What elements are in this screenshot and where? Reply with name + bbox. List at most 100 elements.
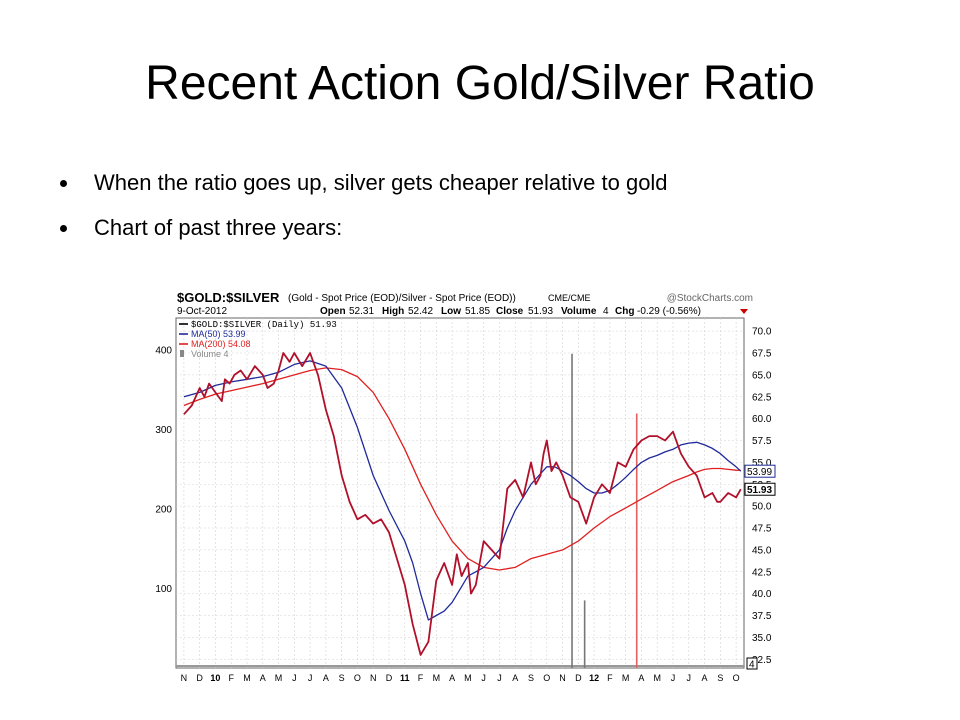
y-tick-label: 67.5: [752, 349, 772, 360]
down-triangle-icon: [740, 309, 748, 314]
close-value: 51.93: [528, 306, 553, 317]
volume-panel: [176, 353, 744, 668]
x-tick-label: F: [228, 673, 234, 683]
x-tick-label: O: [543, 673, 550, 683]
low-label: Low: [441, 306, 461, 317]
y-tick-label: 62.5: [752, 392, 772, 403]
y-tick-label: 35.0: [752, 633, 772, 644]
series-line: [183, 367, 741, 571]
series-line: [183, 360, 742, 621]
chg-label: Chg: [615, 306, 634, 317]
bullet-list: When the ratio goes up, silver gets chea…: [60, 170, 668, 260]
chart-header: $GOLD:$SILVER (Gold - Spot Price (EOD)/S…: [177, 290, 753, 317]
legend-label: MA(200) 54.08: [191, 339, 251, 349]
high-label: High: [382, 306, 404, 317]
chart-date: 9-Oct-2012: [177, 306, 227, 317]
x-tick-label: A: [512, 673, 518, 683]
y-tick-label: 65.0: [752, 370, 772, 381]
y-tick-label: 60.0: [752, 414, 772, 425]
chart-title: $GOLD:$SILVER: [177, 290, 280, 305]
series-lines: [183, 352, 742, 656]
chg-value: -0.29 (-0.56%): [637, 306, 701, 317]
volume-tick-label: 300: [155, 425, 172, 436]
x-tick-label: J: [687, 673, 692, 683]
x-tick-label: M: [243, 673, 251, 683]
bullet-text: When the ratio goes up, silver gets chea…: [94, 170, 668, 195]
bullet-item: When the ratio goes up, silver gets chea…: [60, 170, 668, 196]
x-tick-label: A: [702, 673, 708, 683]
y-tick-label: 40.0: [752, 589, 772, 600]
x-tick-label: F: [607, 673, 613, 683]
grid-lines: [176, 318, 744, 668]
y-tick-label: 57.5: [752, 436, 772, 447]
volume-label: Volume: [561, 306, 597, 317]
x-tick-label: J: [292, 673, 297, 683]
y-tick-label: 55.0: [752, 458, 772, 469]
plot-frame: [175, 317, 745, 669]
high-value: 52.42: [408, 306, 433, 317]
y-tick-label: 70.0: [752, 327, 772, 338]
x-tick-label: M: [275, 673, 283, 683]
x-tick-label: N: [370, 673, 377, 683]
price-tag-label: 51.93: [747, 485, 772, 496]
bullet-dot-icon: [60, 180, 67, 187]
y-tick-label: 37.5: [752, 611, 772, 622]
volume-axis: 400 300 200 100: [155, 345, 172, 595]
price-tags: 53.99 51.93 4: [744, 464, 776, 671]
slide-title: Recent Action Gold/Silver Ratio: [145, 57, 815, 110]
x-tick-label: A: [449, 673, 455, 683]
ratio-chart: $GOLD:$SILVER (Gold - Spot Price (EOD)/S…: [150, 287, 790, 687]
x-tick-label: J: [481, 673, 486, 683]
y-tick-label: 47.5: [752, 524, 772, 535]
x-tick-label: D: [386, 673, 393, 683]
x-tick-label: N: [181, 673, 188, 683]
x-tick-label: J: [308, 673, 313, 683]
x-tick-label: M: [433, 673, 441, 683]
price-tag-box: [744, 464, 776, 478]
close-label: Close: [496, 306, 524, 317]
legend-label: $GOLD:$SILVER (Daily) 51.93: [191, 320, 337, 330]
chart-exchange: CME/CME: [548, 293, 591, 303]
y-tick-label: 45.0: [752, 545, 772, 556]
x-tick-label: S: [528, 673, 534, 683]
low-value: 51.85: [465, 306, 490, 317]
x-tick-label: M: [464, 673, 472, 683]
x-tick-label: M: [653, 673, 661, 683]
x-tick-label: M: [622, 673, 630, 683]
x-tick-label: 10: [210, 673, 220, 683]
chart-subtitle: (Gold - Spot Price (EOD)/Silver - Spot P…: [288, 293, 516, 304]
legend-label: MA(50) 53.99: [191, 329, 246, 339]
chart-background: [150, 287, 790, 687]
x-tick-label: O: [354, 673, 361, 683]
volume-tag-box: [746, 657, 758, 670]
y-tick-label: 42.5: [752, 567, 772, 578]
bullet-dot-icon: [60, 225, 67, 232]
x-tick-label: J: [497, 673, 502, 683]
price-tag-box: [744, 482, 776, 496]
bullet-item: Chart of past three years:: [60, 215, 668, 241]
x-tick-label: J: [671, 673, 676, 683]
volume-tick-label: 100: [155, 584, 172, 595]
x-tick-label: S: [717, 673, 723, 683]
price-tag-label: 53.99: [747, 467, 772, 478]
x-tick-label: D: [575, 673, 582, 683]
x-tick-label: N: [559, 673, 566, 683]
series-line: [183, 352, 742, 656]
volume-tick-label: 400: [155, 345, 172, 356]
x-tick-label: A: [638, 673, 644, 683]
legend-swatch: [180, 350, 184, 357]
volume-tick-label: 200: [155, 504, 172, 515]
x-tick-label: D: [196, 673, 203, 683]
x-tick-label: A: [260, 673, 266, 683]
x-tick-label: 12: [589, 673, 599, 683]
volume-tag-label: 4: [749, 660, 755, 671]
x-tick-label: A: [323, 673, 329, 683]
x-tick-label: O: [733, 673, 740, 683]
y-tick-label: 50.0: [752, 502, 772, 513]
x-axis: N D 10 F M A M J J A S O N D 11 F M A M J J A S O N D 12 F M A M J J A S O: [181, 673, 740, 683]
bullet-text: Chart of past three years:: [94, 215, 343, 240]
x-tick-label: S: [339, 673, 345, 683]
open-label: Open: [320, 306, 346, 317]
x-tick-label: 11: [400, 673, 410, 683]
